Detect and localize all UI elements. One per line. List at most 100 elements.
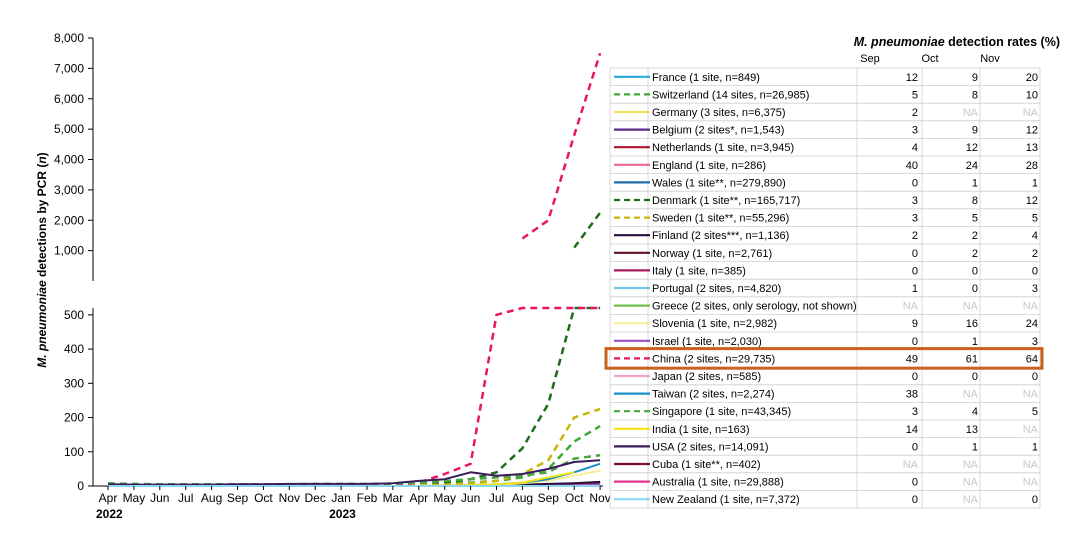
- legend-row: Netherlands (1 site, n=3,945) 4 12 13: [614, 142, 1038, 154]
- rate-value: 0: [912, 494, 918, 506]
- legend-row: Greece (2 sites, only serology, not show…: [614, 301, 1039, 313]
- rate-value: 2: [912, 107, 918, 119]
- upper-tick-label: 6,000: [54, 92, 84, 106]
- rate-value: 0: [912, 477, 918, 489]
- legend-row: Singapore (1 site, n=43,345) 3 4 5: [614, 406, 1038, 418]
- rate-value: 0: [912, 265, 918, 277]
- legend-label: Portugal (2 sites, n=4,820): [652, 283, 781, 295]
- upper-tick-label: 8,000: [54, 31, 84, 45]
- rate-value: NA: [1023, 459, 1039, 471]
- legend-label: Greece (2 sites, only serology, not show…: [652, 301, 857, 313]
- rate-value: 1: [912, 283, 918, 295]
- rate-value: NA: [1023, 301, 1039, 313]
- legend-label: Australia (1 site, n=29,888): [652, 477, 784, 489]
- legend-row: Australia (1 site, n=29,888) 0 NA NA: [614, 477, 1039, 489]
- series-line-lower-21: [107, 459, 601, 486]
- rate-value: NA: [963, 389, 979, 401]
- year-label: 2023: [329, 507, 356, 521]
- x-tick-label: Apr: [99, 491, 118, 505]
- series-line-lower-7: [108, 306, 601, 487]
- rate-value: 0: [912, 441, 918, 453]
- rate-value: 3: [1032, 336, 1038, 348]
- rate-value: 61: [966, 353, 978, 365]
- x-tick-label: Aug: [201, 491, 222, 505]
- rate-value: 12: [1026, 125, 1038, 137]
- y-axis-title-rest: detections by PCR (: [35, 164, 49, 281]
- series-line-lower-19: [107, 453, 601, 486]
- rate-value: 12: [1026, 195, 1038, 207]
- rate-value: NA: [903, 301, 919, 313]
- rate-value: 5: [912, 89, 918, 101]
- rate-value: 4: [912, 142, 918, 154]
- rate-value: 12: [966, 142, 978, 154]
- x-tick-label: Mar: [383, 491, 404, 505]
- rate-value: 0: [912, 336, 918, 348]
- rate-value: 1: [972, 441, 978, 453]
- x-tick-label: Oct: [565, 491, 584, 505]
- legend-row: Wales (1 site**, n=279,890) 0 1 1: [614, 177, 1038, 189]
- series-line-upper-16: [521, 52, 602, 240]
- series-line-lower-1: [108, 425, 601, 487]
- rate-value: 9: [972, 125, 978, 137]
- legend-row: Sweden (1 site**, n=55,296) 3 5 5: [614, 213, 1038, 225]
- rate-value: 3: [1032, 283, 1038, 295]
- rate-value: 13: [966, 424, 978, 436]
- rate-value: 2: [972, 230, 978, 242]
- rate-value: 16: [966, 318, 978, 330]
- legend-row: Japan (2 sites, n=585) 0 0 0: [614, 371, 1038, 383]
- china-highlight-box: [604, 347, 1044, 370]
- table-title: M. pneumoniae detection rates (%): [854, 35, 1060, 49]
- rate-value: 5: [972, 213, 978, 225]
- rate-value: 0: [972, 283, 978, 295]
- legend-label: Japan (2 sites, n=585): [652, 371, 761, 383]
- rate-value: 8: [972, 195, 978, 207]
- rate-value: 1: [972, 177, 978, 189]
- upper-tick-label: 4,000: [54, 153, 84, 167]
- x-tick-label: Jan: [331, 491, 350, 505]
- rate-value: 0: [972, 265, 978, 277]
- x-tick-label: Sep: [227, 491, 249, 505]
- rate-value: 12: [906, 72, 918, 84]
- legend-row: USA (2 sites, n=14,091) 0 1 1: [614, 441, 1038, 453]
- legend-row: Switzerland (14 sites, n=26,985) 5 8 10: [614, 89, 1038, 101]
- legend-label: Italy (1 site, n=385): [652, 265, 746, 277]
- legend-row: Norway (1 site, n=2,761) 0 2 2: [614, 248, 1038, 260]
- x-tick-label: Oct: [254, 491, 273, 505]
- x-tick-label: Dec: [305, 491, 326, 505]
- rate-value: NA: [963, 107, 979, 119]
- x-tick-label: May: [433, 491, 456, 505]
- rate-value: NA: [1023, 107, 1039, 119]
- rate-value: 3: [912, 195, 918, 207]
- rate-value: 0: [972, 371, 978, 383]
- legend-row: Taiwan (2 sites, n=2,274) 38 NA NA: [614, 389, 1039, 401]
- month-header: Nov: [980, 53, 1000, 65]
- rate-value: 14: [906, 424, 918, 436]
- rate-value: 1: [1032, 177, 1038, 189]
- lower-tick-label: 400: [64, 342, 84, 356]
- legend-label: Singapore (1 site, n=43,345): [652, 406, 791, 418]
- rate-value: 0: [1032, 265, 1038, 277]
- x-tick-label: Sep: [538, 491, 560, 505]
- legend-label: Norway (1 site, n=2,761): [652, 248, 772, 260]
- legend-row: India (1 site, n=163) 14 13 NA: [614, 424, 1039, 436]
- rate-value: 1: [972, 336, 978, 348]
- x-tick-label: Jun: [461, 491, 480, 505]
- x-tick-label: Jun: [150, 491, 169, 505]
- x-tick-label: Jul: [178, 491, 193, 505]
- legend-row: Portugal (2 sites, n=4,820) 1 0 3: [614, 283, 1038, 295]
- legend-label: Wales (1 site**, n=279,890): [652, 177, 786, 189]
- rate-value: 0: [1032, 371, 1038, 383]
- rate-value: 8: [972, 89, 978, 101]
- x-tick-label: Feb: [357, 491, 378, 505]
- legend-label: New Zealand (1 site, n=7,372): [652, 494, 800, 506]
- legend-label: Sweden (1 site**, n=55,296): [652, 213, 789, 225]
- rate-value: NA: [963, 301, 979, 313]
- legend-row: Cuba (1 site**, n=402) NA NA NA: [614, 459, 1039, 471]
- legend-label: Cuba (1 site**, n=402): [652, 459, 761, 471]
- legend-row: France (1 site, n=849) 12 9 20: [614, 72, 1038, 84]
- x-tick-label: May: [123, 491, 146, 505]
- lower-plot: 500 400 300 200 100 0: [64, 306, 603, 493]
- legend-row: Finland (2 sites***, n=1,136) 2 2 4: [614, 230, 1038, 242]
- legend-row: Italy (1 site, n=385) 0 0 0: [614, 265, 1038, 277]
